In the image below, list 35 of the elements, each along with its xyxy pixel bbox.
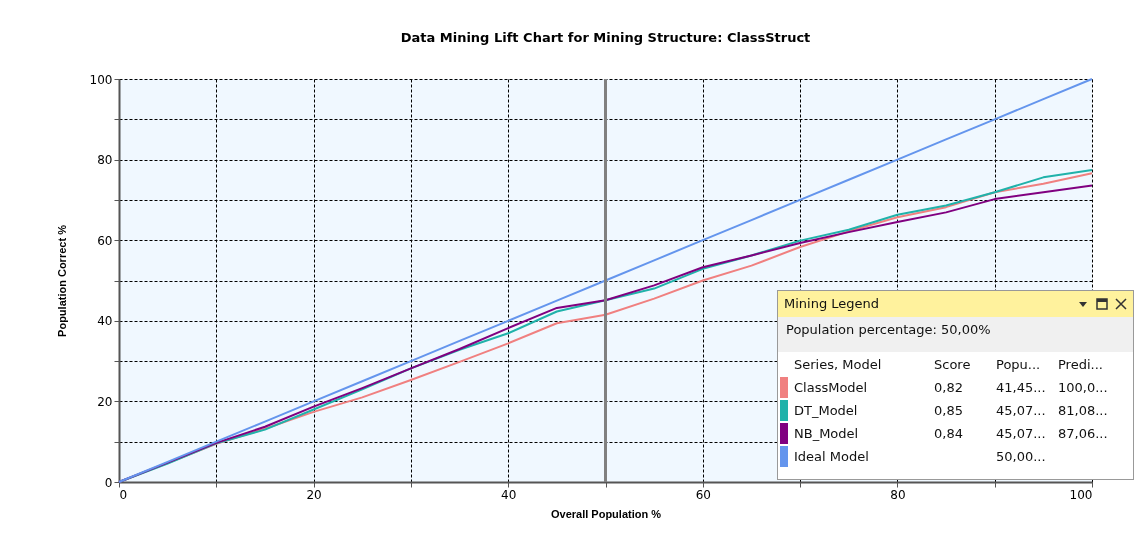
annotation: 0,82 [933, 379, 964, 397]
annotation: Predi... [1057, 356, 1104, 374]
y-axis-title: Population Correct % [55, 224, 68, 337]
annotation: 0,84 [933, 425, 964, 443]
annotation: Popu... [995, 356, 1042, 374]
legend-label: DT_Model [793, 402, 859, 420]
annotation: 0,85 [933, 402, 964, 420]
annotation: Population percentage: 50,00% [778, 317, 1133, 352]
annotation: 45,07... [995, 425, 1047, 443]
x-tick-label: 0 [119, 487, 128, 502]
annotation: 41,45... [995, 379, 1047, 397]
chart-title: Data Mining Lift Chart for Mining Structure: ClassStruct [400, 30, 811, 45]
y-tick-label: 80 [97, 153, 113, 168]
y-tick-label: 20 [97, 394, 113, 409]
y-tick-label: 60 [97, 233, 113, 248]
legend-label: Ideal Model [793, 448, 870, 466]
annotation: Series, Model [793, 356, 883, 374]
y-tick-label: 100 [89, 72, 113, 87]
x-tick-label: 20 [306, 487, 322, 502]
x-tick-label: 60 [695, 487, 711, 502]
x-tick-label: 80 [890, 487, 906, 502]
legend-label: NB_Model [793, 425, 860, 443]
annotation: 87,06... [1057, 425, 1109, 443]
x-axis-title: Overall Population % [550, 507, 662, 520]
annotation: 81,08... [1057, 402, 1109, 420]
annotation: Score [933, 356, 972, 374]
x-tick-label: 40 [501, 487, 517, 502]
annotation: 50,00... [995, 448, 1047, 466]
y-tick-label: 40 [97, 314, 113, 329]
legend-label: ClassModel [793, 379, 869, 397]
annotation: 100,0... [1057, 379, 1109, 397]
annotation: Mining Legend [784, 296, 880, 311]
annotation: 45,07... [995, 402, 1047, 420]
x-tick-label: 100 [1069, 487, 1093, 502]
y-tick-label: 0 [104, 475, 113, 490]
